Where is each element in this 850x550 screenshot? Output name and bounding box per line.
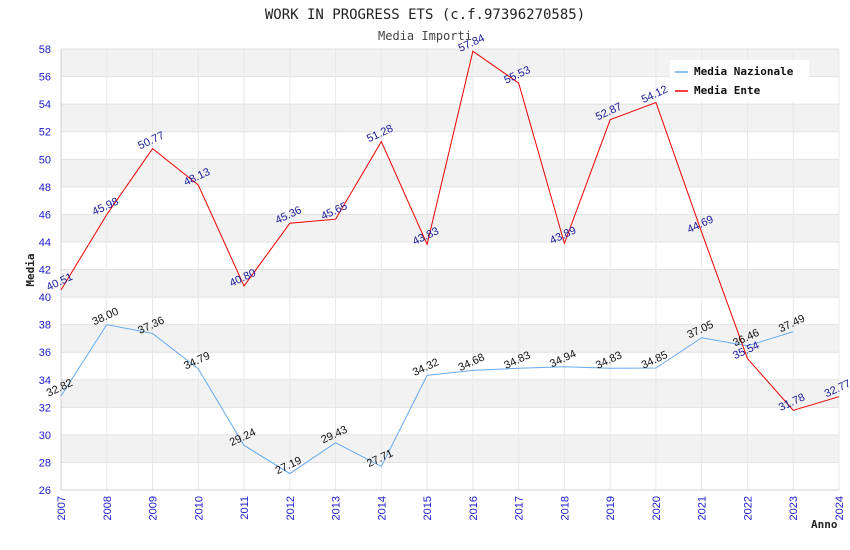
y-tick-label: 42: [39, 265, 51, 277]
plot-band: [61, 352, 839, 380]
y-tick-label: 40: [39, 292, 51, 304]
y-tick-label: 32: [39, 402, 51, 414]
y-tick-label: 52: [39, 127, 51, 139]
plot-band: [61, 186, 839, 215]
y-tick-label: 44: [39, 237, 51, 249]
plot-band: [61, 407, 839, 435]
plot-band: [61, 159, 839, 187]
plot-band: [61, 297, 839, 325]
x-tick-label: 2013: [331, 496, 343, 520]
y-tick-label: 30: [39, 430, 51, 442]
x-tick-label: 2011: [239, 496, 251, 520]
x-tick-label: 2007: [56, 496, 68, 520]
x-axis-label: Anno: [811, 518, 838, 531]
y-axis-label: Media: [24, 253, 37, 286]
y-tick-label: 50: [39, 154, 51, 166]
chart-title: WORK IN PROGRESS ETS (c.f.97396270585): [265, 7, 585, 23]
legend-label-nazionale: Media Nazionale: [694, 65, 794, 78]
x-tick-label: 2019: [605, 496, 617, 520]
plot-band: [61, 434, 839, 463]
x-tick-label: 2023: [788, 496, 800, 520]
x-tick-label: 2016: [468, 496, 480, 520]
y-tick-label: 54: [39, 99, 51, 111]
x-tick-label: 2024: [834, 496, 846, 520]
legend: Media Nazionale Media Ente: [670, 60, 809, 102]
y-tick-label: 34: [39, 375, 51, 387]
plot-band: [61, 379, 839, 408]
x-tick-label: 2015: [422, 496, 434, 520]
x-tick-label: 2017: [514, 496, 526, 520]
plot-band: [61, 241, 839, 270]
y-tick-label: 26: [39, 485, 51, 497]
y-tick-label: 36: [39, 347, 51, 359]
y-tick-label: 46: [39, 209, 51, 221]
y-tick-label: 48: [39, 182, 51, 194]
x-tick-label: 2012: [285, 496, 297, 520]
x-tick-label: 2018: [559, 496, 571, 520]
x-tick-label: 2021: [697, 496, 709, 520]
legend-box: [670, 60, 809, 102]
series-line-nazionale: [60, 324, 794, 475]
x-tick-label: 2009: [148, 496, 160, 520]
y-tick-label: 56: [39, 72, 51, 84]
plot-band: [61, 214, 839, 242]
x-tick-label: 2014: [376, 496, 388, 520]
plot-band: [61, 104, 839, 132]
x-tick-label: 2022: [742, 496, 754, 520]
plot-band: [61, 462, 839, 490]
plot-band: [61, 131, 839, 160]
y-tick-label: 58: [39, 44, 51, 56]
legend-label-ente: Media Ente: [694, 84, 761, 97]
x-tick-label: 2008: [102, 496, 114, 520]
x-tick-label: 2020: [651, 496, 663, 520]
plot-band: [61, 324, 839, 353]
plot-band: [61, 269, 839, 298]
y-tick-label: 38: [39, 320, 51, 332]
series-line-ente: [60, 50, 840, 411]
y-tick-label: 28: [39, 457, 51, 469]
chart-subtitle: Media Importi: [378, 29, 472, 43]
x-tick-label: 2010: [193, 496, 205, 520]
